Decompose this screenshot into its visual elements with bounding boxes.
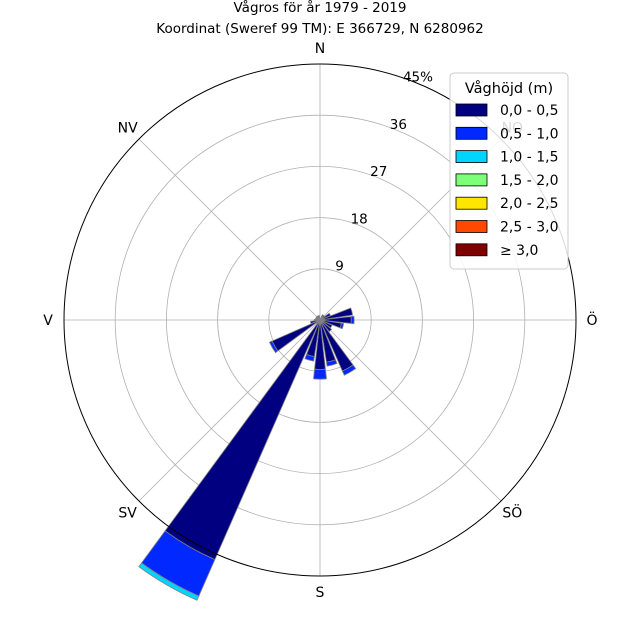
grid-ring xyxy=(217,217,423,423)
outer-circle xyxy=(63,63,577,577)
direction-label: S xyxy=(316,585,325,601)
legend-swatch xyxy=(455,126,488,140)
rose-bar-segment xyxy=(138,562,200,601)
legend-swatch xyxy=(455,220,488,233)
rose-bar-segment xyxy=(304,353,315,362)
direction-label: SÖ xyxy=(502,503,522,521)
direction-label: V xyxy=(43,313,53,329)
bars-group xyxy=(138,307,357,601)
rose-bar-segment xyxy=(313,368,327,380)
legend-swatch xyxy=(455,150,488,164)
legend-label: 1,0 - 1,5 xyxy=(500,150,558,166)
spoke-line xyxy=(138,319,321,502)
chart-subtitle: Koordinat (Sweref 99 TM): E 366729, N 62… xyxy=(156,21,483,37)
direction-label: N xyxy=(315,41,325,57)
legend-box xyxy=(449,72,569,270)
direction-label: NV xyxy=(118,121,138,137)
rose-bar-segment xyxy=(325,359,338,367)
radial-tick-label: 18 xyxy=(351,211,368,227)
legend-swatch xyxy=(455,173,488,187)
legend-label: 2,5 - 3,0 xyxy=(500,220,558,236)
rose-bar-segment xyxy=(319,307,354,321)
spoke-line xyxy=(319,319,502,502)
chart-title: Vågros för år 1979 - 2019 xyxy=(233,0,406,16)
radial-tick-label: 27 xyxy=(370,164,387,180)
grid-ring xyxy=(114,114,526,526)
legend-label: ≥ 3,0 xyxy=(500,243,538,259)
rose-bar-segment xyxy=(339,322,345,330)
radial-tick-label: 36 xyxy=(390,117,407,133)
radial-tick-labels: 9 18 27 36 45% xyxy=(335,69,433,274)
legend-swatch xyxy=(455,243,488,257)
direction-label: SV xyxy=(118,505,137,521)
polar-grid xyxy=(64,64,576,576)
legend-label: 0,0 - 0,5 xyxy=(500,103,558,119)
direction-label: Ö xyxy=(586,311,597,329)
rose-bar-segment xyxy=(317,315,321,321)
spoke-line xyxy=(138,138,321,321)
legend: Våghöjd (m) 0,0 - 0,5 0,5 - 1,0 1,0 - 1,5 1… xyxy=(449,72,569,270)
legend-title: Våghöjd (m) xyxy=(465,80,553,97)
grid-ring xyxy=(165,165,475,475)
legend-label: 1,5 - 2,0 xyxy=(500,173,558,189)
radial-tick-label: 45% xyxy=(403,69,433,85)
radial-tick-label: 9 xyxy=(335,259,344,275)
legend-label: 2,0 - 2,5 xyxy=(500,196,558,212)
rose-bar-segment xyxy=(341,364,357,376)
rose-bar-segment xyxy=(350,315,355,325)
rose-bar-segment xyxy=(319,312,331,321)
rose-bar-segment xyxy=(309,319,321,325)
rose-bar-segment xyxy=(319,319,333,333)
legend-swatch xyxy=(455,196,488,210)
rose-bar-segment xyxy=(268,340,279,354)
legend-swatch xyxy=(455,103,488,117)
legend-label: 0,5 - 1,0 xyxy=(500,126,558,142)
